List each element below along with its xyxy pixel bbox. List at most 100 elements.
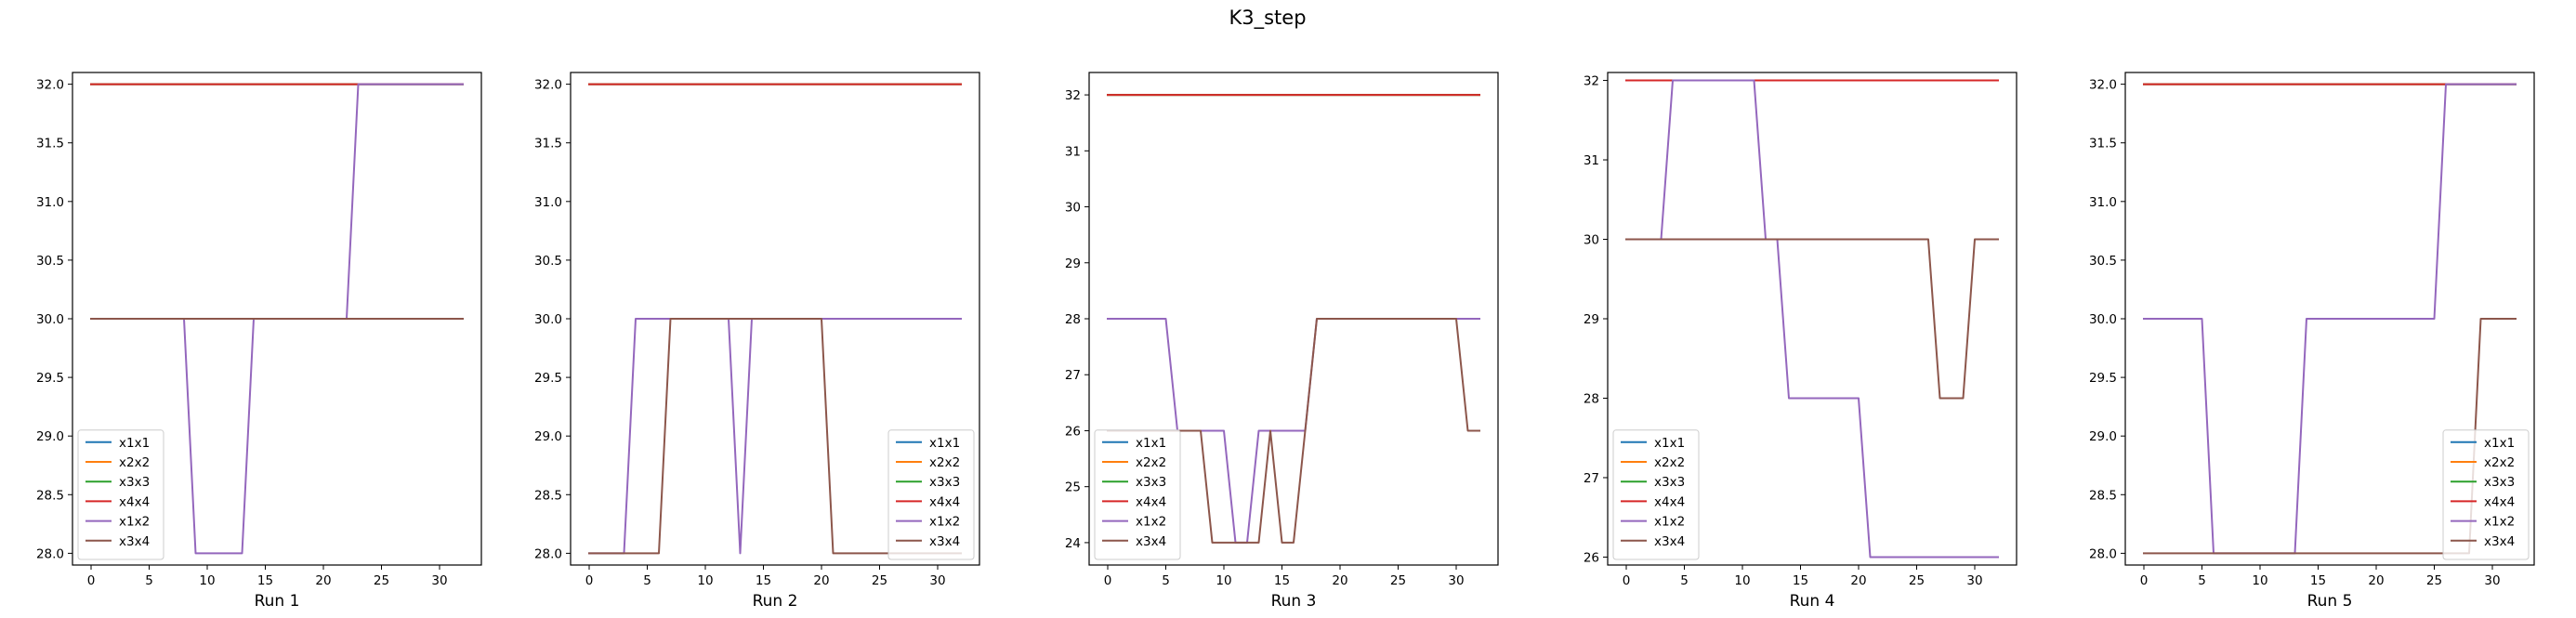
x-axis-label: Run 5 [2307,592,2353,611]
y-tick-label: 28 [1584,391,1599,406]
legend-label-x3x3: x3x3 [2484,475,2515,490]
legend-label-x3x3: x3x3 [1136,475,1166,490]
x-tick-label: 15 [756,573,771,588]
y-tick-label: 29 [1584,312,1599,327]
x-tick-label: 20 [1332,573,1347,588]
legend-label-x2x2: x2x2 [929,455,960,470]
y-tick-label: 29.0 [36,429,64,444]
y-tick-label: 28 [1065,312,1081,327]
series-group [588,83,962,555]
y-tick-label: 31 [1584,153,1599,168]
x-tick-label: 5 [1162,573,1170,588]
y-tick-label: 30 [1584,233,1599,248]
legend-label-x1x1: x1x1 [1654,436,1685,451]
legend-label-x1x2: x1x2 [929,515,960,530]
x-tick-label: 5 [145,573,153,588]
legend-label-x1x2: x1x2 [2484,515,2515,530]
y-tick-label: 26 [1584,550,1599,565]
y-tick-label: 29.0 [2089,429,2117,444]
y-tick-label: 32.0 [36,78,64,93]
x-tick-label: 10 [1734,573,1750,588]
series-line-x1x2 [2143,83,2517,555]
legend-label-x4x4: x4x4 [1136,494,1166,509]
x-tick-label: 0 [1623,573,1631,588]
y-tick-label: 31.5 [534,137,562,151]
legend-label-x3x3: x3x3 [1654,475,1685,490]
legend-label-x3x4: x3x4 [119,534,150,549]
x-axis-label: Run 4 [1790,592,1835,611]
series-group [1625,79,1999,559]
subplot-run-2: 0 5 10 15 20 25 30 28.0 28.5 29.0 29.5 30.0 30.5 31.0… [534,72,980,611]
x-axis-label: Run 3 [1271,592,1317,611]
y-tick-label: 29.0 [534,429,562,444]
x-tick-label: 0 [2140,573,2149,588]
legend-label-x2x2: x2x2 [119,455,150,470]
x-tick-label: 30 [929,573,945,588]
y-tick-label: 25 [1065,480,1081,495]
legend: x1x1 x2x2 x3x3 x4x4 x1x2 x3x4 [77,429,164,560]
legend-label-x4x4: x4x4 [1654,494,1685,509]
series-line-x3x4 [1625,238,1999,400]
legend-label-x1x2: x1x2 [1136,515,1166,530]
y-tick-label: 32.0 [534,78,562,93]
legend: x1x1 x2x2 x3x3 x4x4 x1x2 x3x4 [1094,429,1181,560]
x-tick-label: 15 [2310,573,2326,588]
x-tick-label: 5 [1680,573,1689,588]
subplot-run-5: 0 5 10 15 20 25 30 28.0 28.5 29.0 29.5 30.0 30.5 31.0… [2089,72,2535,611]
legend-label-x2x2: x2x2 [2484,455,2515,470]
legend-label-x3x4: x3x4 [929,534,960,549]
legend-label-x3x4: x3x4 [1654,534,1685,549]
x-tick-label: 10 [199,573,215,588]
y-tick-label: 28.5 [534,488,562,503]
legend-label-x2x2: x2x2 [1654,455,1685,470]
x-tick-label: 15 [1793,573,1808,588]
legend-label-x1x1: x1x1 [2484,436,2515,451]
y-tick-label: 26 [1065,424,1081,439]
x-tick-label: 5 [2198,573,2206,588]
legend-label-x3x4: x3x4 [2484,534,2515,549]
x-tick-label: 10 [697,573,713,588]
legend-label-x3x3: x3x3 [119,475,150,490]
legend-label-x3x3: x3x3 [929,475,960,490]
y-tick-label: 27 [1065,368,1081,383]
y-tick-label: 30.0 [36,312,64,327]
x-tick-label: 15 [1274,573,1290,588]
series-group [1107,94,1480,544]
x-tick-label: 5 [643,573,651,588]
x-axis-label: Run 1 [255,592,300,611]
legend-label-x1x2: x1x2 [1654,515,1685,530]
y-tick-label: 29 [1065,256,1081,271]
legend-label-x4x4: x4x4 [929,494,960,509]
x-tick-label: 0 [585,573,594,588]
y-tick-label: 28.0 [534,546,562,561]
x-tick-label: 25 [374,573,389,588]
y-tick-label: 27 [1584,471,1599,486]
y-tick-label: 31.5 [36,137,64,151]
x-tick-label: 30 [431,573,447,588]
legend-label-x1x2: x1x2 [119,515,150,530]
legend: x1x1 x2x2 x3x3 x4x4 x1x2 x3x4 [1612,429,1700,560]
y-tick-label: 32.0 [2089,78,2117,93]
x-tick-label: 20 [2368,573,2384,588]
figure-title: K3_step [1229,7,1306,30]
y-tick-label: 30.5 [36,254,64,269]
legend-label-x4x4: x4x4 [119,494,150,509]
y-tick-label: 30.0 [2089,312,2117,327]
series-line-x3x4 [1107,318,1480,544]
x-tick-label: 30 [1448,573,1464,588]
y-tick-label: 31.5 [2089,137,2117,151]
y-tick-label: 30 [1065,201,1081,216]
legend-label-x4x4: x4x4 [2484,494,2515,509]
x-tick-label: 30 [2484,573,2500,588]
x-tick-label: 20 [1850,573,1866,588]
x-tick-label: 25 [1390,573,1406,588]
y-tick-label: 32 [1584,74,1599,89]
y-tick-label: 29.5 [2089,371,2117,386]
x-tick-label: 25 [1909,573,1925,588]
y-tick-label: 31.0 [2089,195,2117,210]
x-tick-label: 20 [813,573,829,588]
y-tick-label: 29.5 [534,371,562,386]
x-tick-label: 30 [1966,573,1982,588]
